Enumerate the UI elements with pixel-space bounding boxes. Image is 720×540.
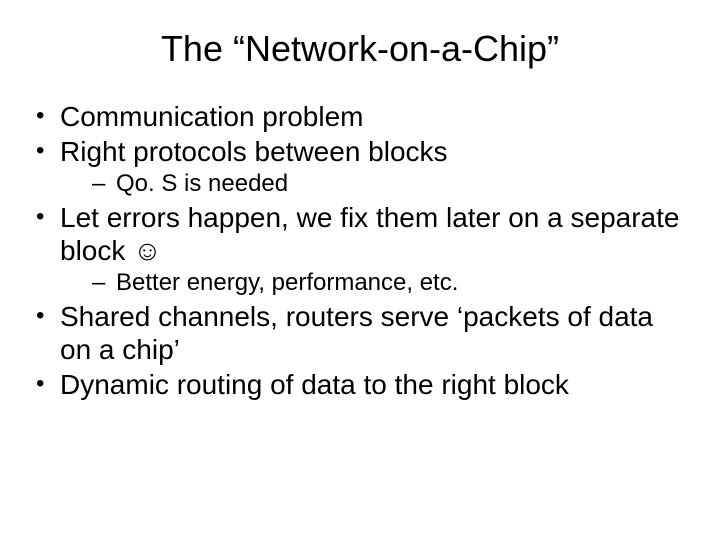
bullet-text: Let errors happen, we fix them later on …	[60, 202, 679, 266]
sub-list-item: Better energy, performance, etc.	[60, 269, 686, 298]
sub-list: Better energy, performance, etc.	[60, 269, 686, 298]
bullet-text: Communication problem	[60, 101, 363, 132]
list-item: Right protocols between blocks Qo. S is …	[34, 135, 686, 199]
sub-bullet-text: Better energy, performance, etc.	[116, 269, 458, 296]
list-item: Shared channels, routers serve ‘packets …	[34, 300, 686, 366]
bullet-text: Dynamic routing of data to the right blo…	[60, 369, 569, 400]
sub-list-item: Qo. S is needed	[60, 170, 686, 199]
bullet-list: Communication problem Right protocols be…	[34, 100, 686, 401]
bullet-text: Shared channels, routers serve ‘packets …	[60, 301, 653, 365]
list-item: Dynamic routing of data to the right blo…	[34, 368, 686, 401]
sub-bullet-text: Qo. S is needed	[116, 170, 288, 197]
slide: The “Network-on-a-Chip” Communication pr…	[0, 0, 720, 540]
bullet-text: Right protocols between blocks	[60, 136, 448, 167]
list-item: Let errors happen, we fix them later on …	[34, 201, 686, 298]
sub-list: Qo. S is needed	[60, 170, 686, 199]
list-item: Communication problem	[34, 100, 686, 133]
slide-title: The “Network-on-a-Chip”	[34, 28, 686, 70]
